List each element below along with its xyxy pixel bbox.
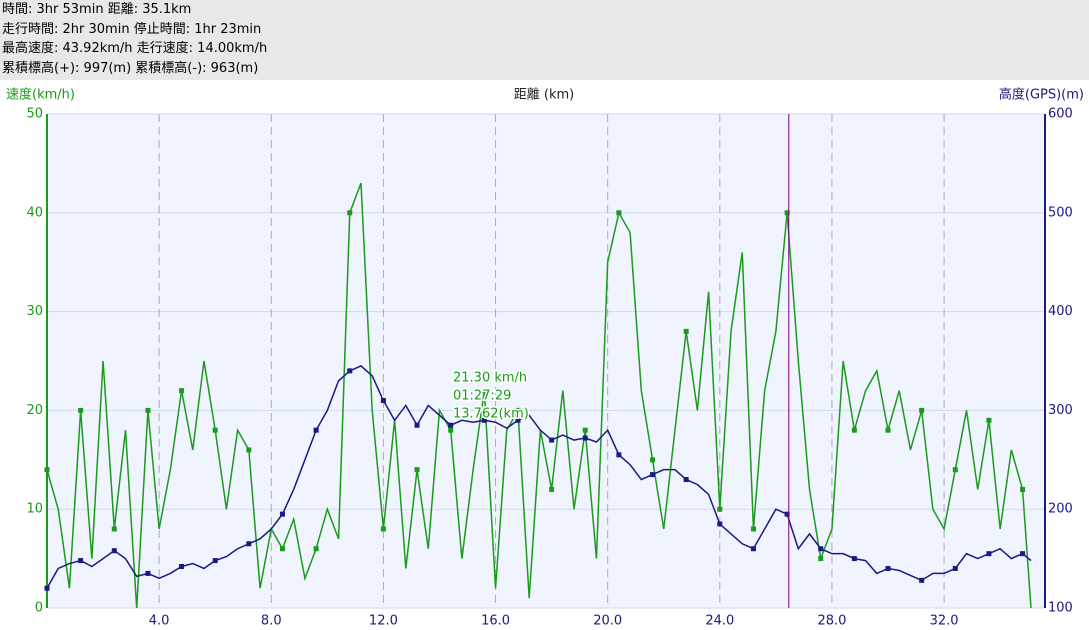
x-tick-label: 12.0 (369, 614, 398, 629)
point-marker (313, 546, 319, 552)
point-marker (347, 210, 353, 216)
point-marker (78, 558, 84, 564)
point-marker (145, 407, 151, 413)
x-tick-label: 28.0 (817, 614, 846, 629)
point-marker (111, 548, 117, 554)
point-marker (851, 556, 857, 562)
summary-line: 時間: 3hr 53min 距離: 35.1km (2, 2, 192, 17)
point-marker (818, 556, 824, 562)
summary-line: 走行時間: 2hr 30min 停止時間: 1hr 23min (2, 21, 262, 37)
point-marker (885, 565, 891, 571)
point-marker (179, 564, 185, 570)
point-marker (952, 467, 958, 473)
point-marker (414, 422, 420, 428)
point-marker (549, 486, 555, 492)
point-marker (986, 417, 992, 423)
point-marker (717, 521, 723, 527)
point-marker (481, 388, 487, 394)
point-marker (683, 328, 689, 334)
x-tick-label: 20.0 (593, 614, 622, 629)
point-marker (750, 546, 756, 552)
point-marker (986, 551, 992, 557)
y-tick-label: 20 (26, 403, 43, 418)
x-tick-label: 8.0 (261, 614, 282, 629)
annotation: 13.762(km) (453, 407, 529, 422)
point-marker (683, 477, 689, 483)
point-marker (111, 526, 117, 532)
point-marker (750, 526, 756, 532)
y2-tick-label: 300 (1048, 403, 1073, 418)
point-marker (313, 427, 319, 433)
point-marker (78, 407, 84, 413)
y2-axis-title: 高度(GPS)(m) (999, 87, 1084, 103)
y-tick-label: 30 (26, 304, 43, 319)
point-marker (515, 407, 521, 413)
series-line (46, 365, 1032, 589)
point-marker (44, 585, 50, 591)
point-marker (582, 435, 588, 441)
point-marker (952, 565, 958, 571)
y2-tick-label: 500 (1048, 205, 1073, 220)
y-axis-title: 速度(km/h) (6, 87, 75, 103)
point-marker (885, 427, 891, 433)
plot-area (47, 114, 1045, 608)
x-tick-label: 24.0 (705, 614, 734, 629)
point-marker (616, 210, 622, 216)
y-tick-label: 10 (26, 502, 43, 517)
point-marker (145, 570, 151, 576)
annotation: 01:27:29 (453, 389, 511, 404)
point-marker (818, 546, 824, 552)
y2-tick-label: 400 (1048, 304, 1073, 319)
point-marker (246, 541, 252, 547)
y-tick-label: 50 (26, 107, 43, 122)
point-marker (919, 577, 925, 583)
point-marker (380, 398, 386, 404)
point-marker (1020, 551, 1026, 557)
point-marker (717, 506, 723, 512)
point-marker (919, 407, 925, 413)
point-marker (448, 422, 454, 428)
point-marker (246, 447, 252, 453)
point-marker (347, 368, 353, 374)
summary-panel: 時間: 3hr 53min 距離: 35.1km 走行時間: 2hr 30min… (0, 0, 1089, 80)
point-marker (212, 558, 218, 564)
annotation: 21.30 km/h (453, 371, 527, 386)
chart: 速度(km/h) 距離 (km) 高度(GPS)(m) 0 10 20 30 40 50 1… (6, 87, 1084, 629)
x-axis-title: 距離 (km) (514, 88, 574, 103)
point-marker (515, 417, 521, 423)
point-marker (380, 526, 386, 532)
summary-line: 累積標高(+): 997(m) 累積標高(-): 963(m) (2, 60, 259, 76)
point-marker (414, 467, 420, 473)
point-marker (179, 388, 185, 394)
x-tick-label: 4.0 (149, 614, 170, 629)
point-marker (212, 427, 218, 433)
x-tick-label: 16.0 (481, 614, 510, 629)
point-marker (784, 511, 790, 517)
point-marker (44, 467, 50, 473)
point-marker (582, 427, 588, 433)
y-tick-label: 40 (26, 205, 43, 220)
point-marker (448, 427, 454, 433)
point-marker (279, 511, 285, 517)
y-tick-label: 0 (35, 601, 43, 616)
point-marker (851, 427, 857, 433)
point-marker (650, 457, 656, 463)
summary-line: 最高速度: 43.92km/h 走行速度: 14.00km/h (2, 41, 268, 56)
y2-tick-label: 600 (1048, 107, 1073, 122)
point-marker (481, 417, 487, 423)
point-marker (650, 472, 656, 478)
point-marker (279, 546, 285, 552)
point-marker (1020, 486, 1026, 492)
point-marker (784, 210, 790, 216)
point-marker (616, 452, 622, 458)
x-tick-label: 32.0 (930, 614, 959, 629)
point-marker (549, 437, 555, 443)
y2-tick-label: 100 (1048, 601, 1073, 616)
y2-tick-label: 200 (1048, 502, 1073, 517)
